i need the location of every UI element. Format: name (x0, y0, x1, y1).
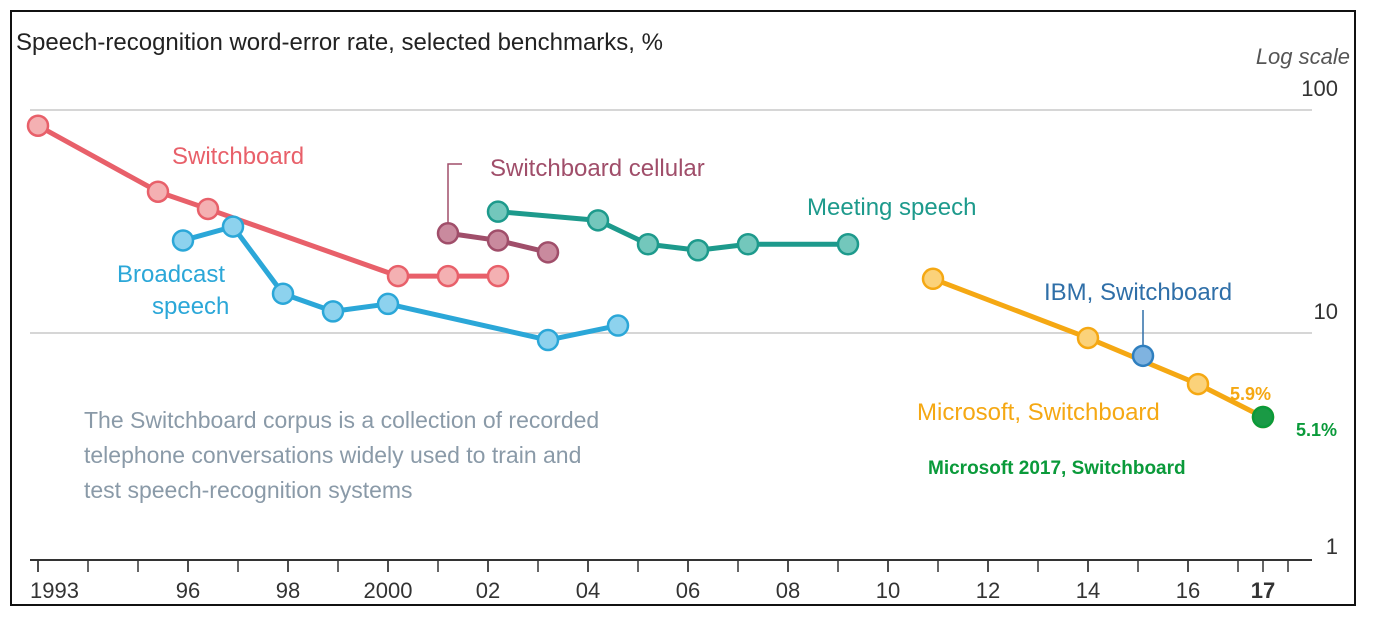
x-tick-label: 02 (476, 578, 500, 603)
series-microsoft-2017-switchboard (1251, 405, 1275, 429)
x-tick-label: 98 (276, 578, 300, 603)
data-point (376, 292, 400, 316)
series-layer (26, 114, 1275, 429)
series-label: 5.9% (1230, 384, 1271, 404)
data-point (171, 229, 195, 252)
data-point (271, 282, 295, 305)
data-point (536, 328, 560, 352)
x-tick-label: 96 (176, 578, 200, 603)
data-point (436, 222, 460, 245)
series-label: IBM, Switchboard (1044, 279, 1232, 306)
note-line: telephone conversations widely used to t… (84, 442, 581, 468)
x-tick-label: 1993 (30, 578, 79, 603)
x-tick-label: 2000 (364, 578, 413, 603)
connector-cellular (447, 163, 462, 224)
label-connectors (447, 163, 1144, 346)
x-tick-label: 14 (1076, 578, 1100, 603)
data-point (486, 264, 510, 288)
y-axis-labels: 100 10 1 (1301, 76, 1338, 559)
data-point (636, 233, 660, 256)
series-label: speech (152, 293, 229, 320)
data-point (1131, 344, 1155, 368)
series-broadcast-speech (171, 215, 630, 352)
series-ibm-switchboard (1131, 344, 1155, 368)
x-tick-label: 06 (676, 578, 700, 603)
data-point (686, 239, 710, 262)
data-point (1076, 326, 1100, 350)
x-tick-label: 12 (976, 578, 1000, 603)
chart-title: Speech-recognition word-error rate, sele… (16, 29, 663, 56)
series-label: Switchboard (172, 143, 304, 170)
note-line: test speech-recognition systems (84, 477, 413, 503)
data-point (1186, 372, 1210, 396)
data-point (1251, 405, 1275, 429)
data-point (321, 300, 345, 323)
data-point (486, 229, 510, 252)
data-point (586, 209, 610, 232)
y-tick-label: 1 (1326, 534, 1338, 559)
gridlines (30, 109, 1312, 334)
word-error-rate-chart: Speech-recognition word-error rate, sele… (16, 29, 1350, 603)
series-label: Switchboard cellular (490, 155, 705, 182)
data-point (196, 197, 220, 221)
x-tick-label: 10 (876, 578, 900, 603)
x-tick-label: 16 (1176, 578, 1200, 603)
series-label: 5.1% (1296, 420, 1337, 440)
series-labels: Switchboard Switchboard cellular Broadcast… (117, 143, 1337, 479)
series-label: Microsoft 2017, Switchboard (928, 458, 1186, 479)
series-label: Microsoft, Switchboard (917, 399, 1160, 426)
data-point (436, 264, 460, 288)
y-tick-label: 10 (1314, 299, 1338, 324)
x-tick-label: 08 (776, 578, 800, 603)
series-switchboard-cellular (436, 222, 560, 264)
data-point (606, 314, 630, 337)
y-tick-label: 100 (1301, 76, 1338, 101)
data-point (386, 264, 410, 288)
log-scale-note: Log scale (1256, 44, 1350, 69)
data-point (486, 200, 510, 223)
series-label: Broadcast (117, 261, 225, 288)
chart-frame: Speech-recognition word-error rate, sele… (10, 10, 1356, 606)
data-point (146, 180, 170, 203)
corpus-note: The Switchboard corpus is a collection o… (84, 407, 599, 503)
series-line (497, 209, 848, 253)
series-label: Meeting speech (807, 194, 976, 221)
series-switchboard (26, 114, 510, 288)
data-point (921, 267, 945, 291)
x-axis: 1993 96 98 2000 02 04 06 08 10 12 14 16 17 (30, 559, 1312, 603)
data-point (536, 241, 560, 264)
x-tick-label: 04 (576, 578, 600, 603)
data-point (836, 233, 860, 256)
data-point (221, 215, 245, 238)
note-line: The Switchboard corpus is a collection o… (84, 407, 599, 433)
data-point (736, 233, 760, 256)
series-meeting-speech (486, 200, 860, 262)
data-point (26, 114, 50, 137)
x-tick-label: 17 (1251, 578, 1275, 603)
